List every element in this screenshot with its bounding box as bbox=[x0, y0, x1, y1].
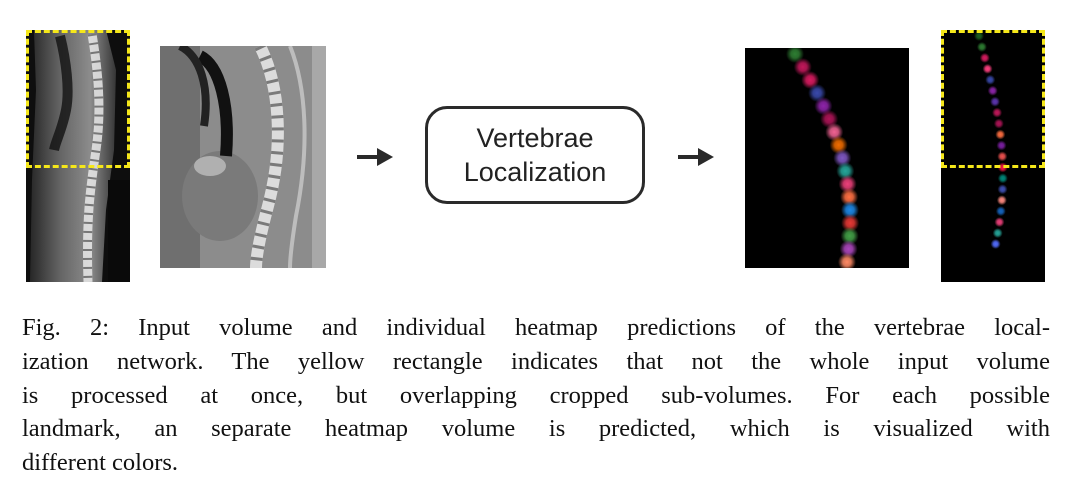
heatmap-point bbox=[996, 140, 1007, 151]
arrow-right-icon bbox=[678, 148, 714, 166]
heatmap-point bbox=[990, 96, 1001, 107]
heatmap-point bbox=[992, 107, 1003, 118]
heatmap-point bbox=[979, 52, 990, 63]
heatmap-point bbox=[992, 228, 1003, 239]
heatmap-point bbox=[976, 41, 987, 52]
heatmap-point bbox=[996, 195, 1007, 206]
caption-line: different colors. bbox=[22, 449, 179, 477]
heatmap-point bbox=[974, 31, 984, 41]
heatmap-point bbox=[993, 118, 1004, 129]
crop-rectangle-left bbox=[26, 30, 130, 168]
crop-rectangle-right bbox=[941, 30, 1045, 168]
heatmap-point bbox=[997, 184, 1008, 195]
heatmap-point bbox=[994, 217, 1005, 228]
heatmap-point bbox=[837, 253, 856, 268]
heatmap-point bbox=[982, 63, 993, 74]
heatmap-full-image bbox=[941, 30, 1045, 282]
heatmap-point bbox=[840, 201, 859, 219]
heatmap-point bbox=[995, 129, 1006, 140]
input-volume-image bbox=[26, 30, 130, 282]
caption-line: landmark, an separate heatmap volume is … bbox=[22, 415, 1050, 443]
heatmap-point bbox=[841, 214, 860, 232]
heatmap-point bbox=[995, 206, 1006, 217]
heatmap-point bbox=[990, 239, 1001, 249]
heatmap-point bbox=[985, 74, 996, 85]
heatmap-point bbox=[997, 151, 1008, 162]
heatmap-point bbox=[840, 188, 859, 206]
vertebrae-localization-box: Vertebrae Localization bbox=[425, 106, 645, 204]
caption-line: is processed at once, but overlapping cr… bbox=[22, 381, 1050, 409]
caption-line: Fig. 2: Input volume and individual heat… bbox=[22, 314, 1050, 341]
heatmap-point bbox=[840, 227, 859, 245]
figure-caption: Fig. 2: Input volume and individual heat… bbox=[22, 311, 1050, 480]
caption-line: ization network. The yellow rectangle in… bbox=[22, 347, 1050, 375]
heatmap-point bbox=[987, 85, 998, 96]
arrow-right-icon bbox=[357, 148, 393, 166]
heatmap-point bbox=[997, 173, 1008, 184]
cropped-subvolume-image bbox=[160, 46, 326, 268]
heatmap-crop-image bbox=[745, 48, 909, 268]
